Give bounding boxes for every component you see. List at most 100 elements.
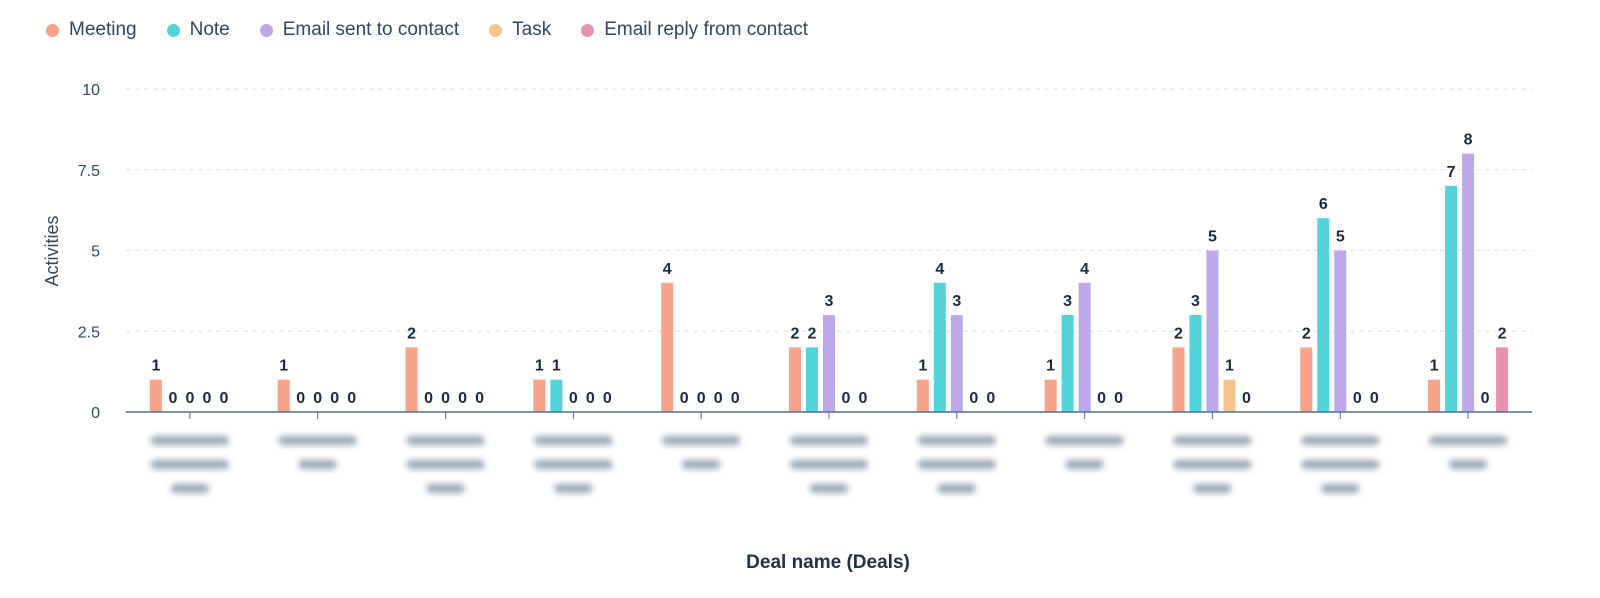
x-category-label (150, 436, 229, 493)
blurred-text (278, 436, 357, 445)
blurred-text (1429, 436, 1508, 445)
data-label: 7 (1447, 164, 1456, 181)
blurred-text (1301, 460, 1380, 469)
legend-label: Note (189, 19, 230, 40)
legend-item[interactable]: Task (489, 19, 551, 41)
bar[interactable] (1078, 282, 1091, 412)
y-tick-label: 5 (91, 244, 100, 261)
data-label: 0 (347, 390, 356, 407)
legend-item[interactable]: Email sent to contact (259, 19, 459, 41)
legend-item[interactable]: Email reply from contact (581, 19, 808, 41)
bar[interactable] (1044, 379, 1057, 412)
bar[interactable] (1206, 250, 1219, 413)
bars (149, 153, 1509, 413)
y-tick-label: 2.5 (78, 324, 100, 341)
grid-lines (126, 88, 1532, 332)
x-category-label (1429, 436, 1508, 469)
data-label: 0 (586, 390, 595, 407)
blurred-text (682, 460, 721, 469)
bar[interactable] (789, 347, 801, 412)
blurred-text (554, 484, 593, 493)
data-label: 0 (697, 390, 706, 407)
blurred-text (662, 436, 741, 445)
bar[interactable] (1061, 315, 1074, 412)
bar[interactable] (823, 315, 835, 412)
y-axis-ticks: 0 2.5 5 7.5 10 (78, 82, 100, 422)
bar[interactable] (950, 315, 963, 412)
blurred-text (534, 436, 613, 445)
blurred-text (406, 436, 485, 445)
data-label: 0 (424, 390, 433, 407)
bar[interactable] (1300, 347, 1313, 412)
x-category-label (1301, 436, 1380, 493)
blurred-text (426, 484, 465, 493)
data-label: 0 (458, 390, 467, 407)
bar[interactable] (933, 282, 946, 412)
data-label: 5 (1336, 229, 1345, 246)
blurred-text (917, 460, 996, 469)
bar[interactable] (1223, 379, 1236, 412)
legend-swatch (46, 23, 59, 37)
data-label: 0 (219, 390, 228, 407)
x-category-label (406, 436, 485, 493)
bar[interactable] (149, 379, 162, 412)
data-label: 0 (603, 390, 612, 407)
data-label: 0 (680, 390, 689, 407)
legend-item[interactable]: Meeting (46, 19, 137, 41)
data-label: 4 (935, 261, 944, 278)
blurred-text (1193, 484, 1232, 493)
x-category-label (534, 436, 613, 493)
data-label: 0 (1114, 390, 1123, 407)
x-axis-title: Deal name (Deals) (746, 552, 910, 573)
blurred-text (1173, 460, 1252, 469)
bar[interactable] (1428, 379, 1441, 412)
data-label: 0 (330, 390, 339, 407)
data-label: 5 (1208, 229, 1217, 246)
data-label: 2 (407, 325, 416, 342)
data-label: 2 (791, 325, 800, 342)
legend-swatch (489, 23, 503, 37)
bar[interactable] (1334, 250, 1347, 413)
data-label: 0 (569, 390, 578, 407)
data-label: 0 (185, 390, 194, 407)
bar[interactable] (806, 347, 818, 412)
y-tick-label: 7.5 (78, 163, 100, 180)
bar[interactable] (661, 282, 674, 412)
data-label: 2 (808, 325, 817, 342)
blurred-text (937, 484, 976, 493)
bar[interactable] (1445, 185, 1458, 412)
bar[interactable] (1496, 347, 1509, 412)
data-label: 1 (552, 358, 561, 375)
bar[interactable] (1462, 153, 1475, 412)
data-label: 3 (1063, 293, 1072, 310)
bar[interactable] (1189, 315, 1202, 412)
data-label: 4 (1080, 261, 1089, 278)
y-axis-title: Activities (42, 215, 62, 286)
bar[interactable] (1317, 218, 1330, 412)
data-label: 2 (1174, 325, 1183, 342)
data-label: 0 (475, 390, 484, 407)
bar[interactable] (1172, 347, 1185, 412)
data-label: 1 (279, 358, 288, 375)
data-label: 3 (952, 293, 961, 310)
data-label: 0 (313, 390, 322, 407)
data-label: 3 (825, 293, 834, 310)
bar[interactable] (533, 379, 546, 412)
bar[interactable] (550, 379, 563, 412)
legend-item[interactable]: Note (166, 19, 230, 41)
blurred-text (790, 436, 868, 445)
bar[interactable] (405, 347, 418, 412)
data-label: 0 (859, 390, 868, 407)
blurred-text (810, 484, 848, 493)
bar[interactable] (916, 379, 929, 412)
data-label: 0 (986, 390, 995, 407)
blurred-text (534, 460, 613, 469)
blurred-text (1045, 436, 1124, 445)
bar[interactable] (277, 379, 290, 412)
data-label: 0 (731, 390, 740, 407)
chart-legend: Meeting Note Email sent to contact Task Emai… (46, 16, 838, 44)
blurred-text (150, 436, 229, 445)
blurred-text (1321, 484, 1360, 493)
blurred-text (1449, 460, 1488, 469)
